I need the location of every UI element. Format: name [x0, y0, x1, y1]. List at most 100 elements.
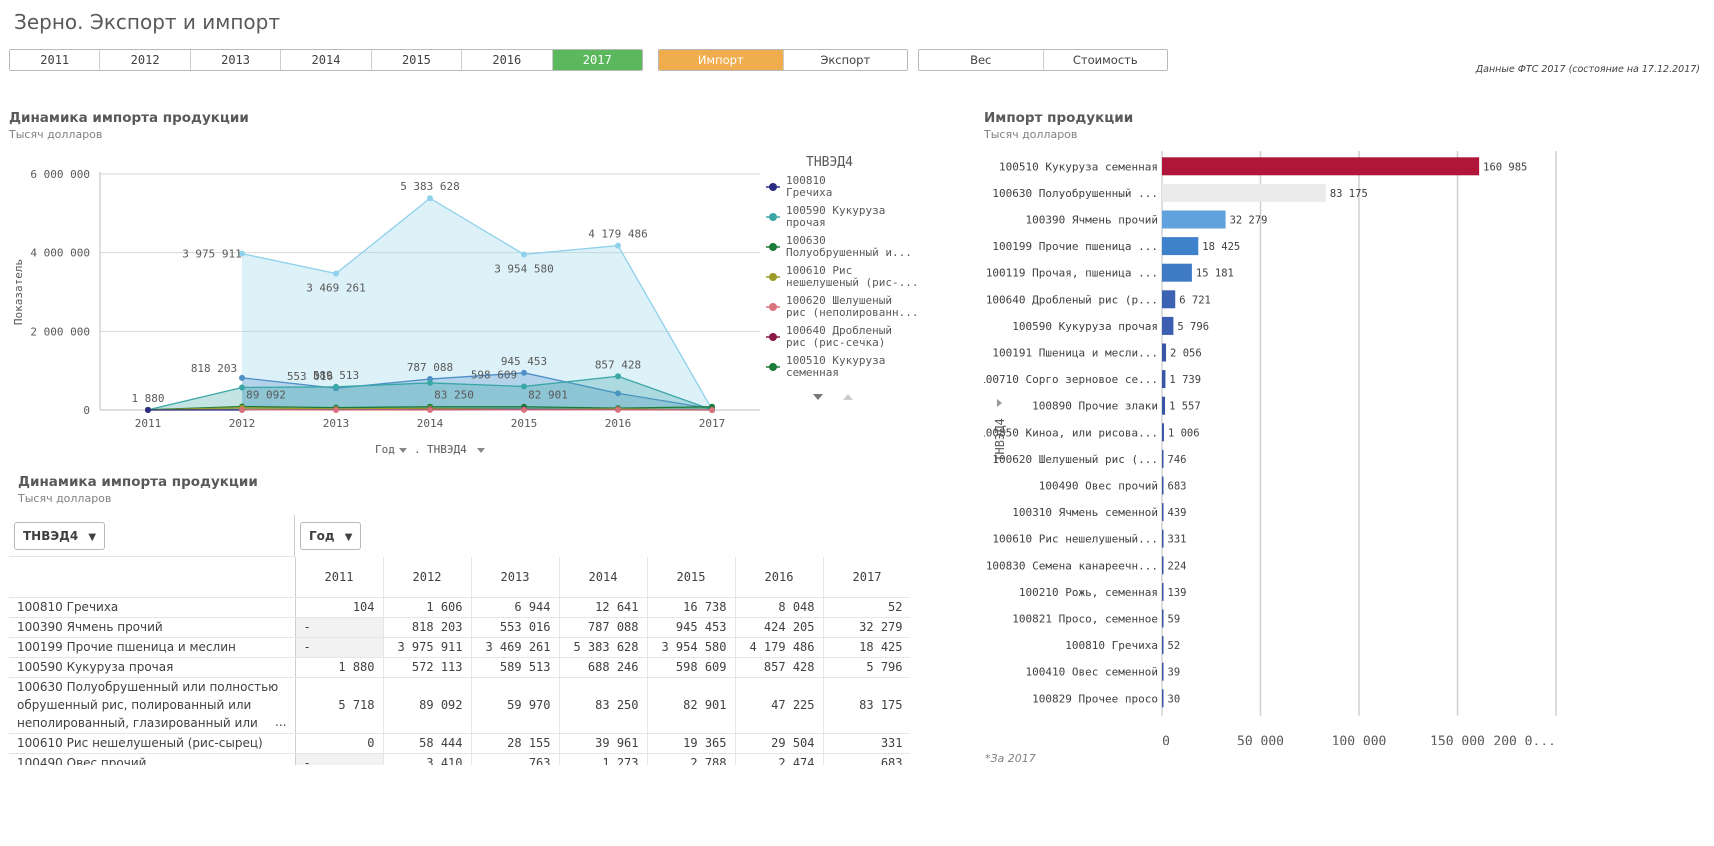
data-point[interactable]: [333, 406, 339, 413]
legend-item-line1[interactable]: 100610 Рис: [786, 264, 852, 277]
legend-item-line2[interactable]: прочая: [786, 216, 826, 229]
bar[interactable]: [1162, 529, 1164, 548]
year-button-5[interactable]: 2016: [462, 50, 553, 70]
bar[interactable]: [1162, 290, 1176, 309]
category-label[interactable]: 100410 Овес семенной: [1026, 666, 1158, 679]
category-label[interactable]: 100119 Прочая, пшеница ...: [986, 267, 1158, 280]
legend-item-line2[interactable]: семенная: [786, 366, 839, 379]
year-button-3[interactable]: 2014: [281, 50, 372, 70]
data-point[interactable]: [239, 406, 245, 413]
bar[interactable]: [1162, 609, 1164, 628]
bar[interactable]: [1162, 316, 1174, 335]
year-button-1[interactable]: 2012: [100, 50, 191, 70]
bar[interactable]: [1162, 636, 1164, 655]
bar[interactable]: [1162, 449, 1164, 468]
table-row[interactable]: 100390 Ячмень прочий -818 203 553 016 787 0…: [9, 617, 910, 638]
row-label[interactable]: 100630 Полуобрушенный или полностью обруш…: [9, 677, 296, 734]
chevron-down-icon[interactable]: [477, 448, 485, 453]
cols-dimension-button[interactable]: Год ▼: [300, 522, 362, 550]
year-button-0[interactable]: 2011: [10, 50, 101, 70]
category-label[interactable]: 100821 Просо, семенное: [1012, 613, 1158, 626]
legend-item-line2[interactable]: Полуобрушенный и...: [786, 246, 912, 259]
row-label[interactable]: 100610 Рис нешелушеный (рис-сырец): [9, 733, 296, 754]
column-header[interactable]: 2015: [647, 557, 736, 598]
category-label[interactable]: 100610 Рис нешелушеный...: [992, 533, 1158, 546]
legend-item-line1[interactable]: 100810: [786, 174, 826, 187]
bar[interactable]: [1162, 237, 1199, 256]
category-label[interactable]: 100890 Прочие злаки: [1032, 400, 1158, 413]
data-point[interactable]: [521, 383, 527, 390]
category-label[interactable]: 100191 Пшеница и месли...: [992, 347, 1158, 360]
column-header[interactable]: 2017: [823, 557, 910, 598]
category-label[interactable]: 100830 Семена канареечн...: [986, 559, 1158, 572]
legend-item-line2[interactable]: рис (рис-сечка): [786, 336, 885, 349]
data-point[interactable]: [427, 195, 433, 202]
data-point[interactable]: [521, 251, 527, 258]
measure-button-1[interactable]: Стоимость: [1043, 50, 1167, 70]
data-point[interactable]: [239, 384, 245, 391]
x-dimension-label[interactable]: Год: [375, 443, 395, 456]
row-label[interactable]: 100390 Ячмень прочий: [9, 617, 296, 638]
table-row[interactable]: 100490 Овес прочий -3 410 763 1 273 2 788 2 4…: [9, 753, 910, 765]
data-point[interactable]: [615, 406, 621, 413]
row-label[interactable]: 100490 Овес прочий: [9, 753, 296, 765]
bar[interactable]: [1162, 263, 1192, 282]
data-point[interactable]: [615, 390, 621, 397]
legend-item-line1[interactable]: 100620 Шелушеный: [786, 294, 892, 307]
bar[interactable]: [1162, 556, 1164, 575]
column-header[interactable]: 2016: [735, 557, 824, 598]
category-label[interactable]: 100640 Дробленый рис (р...: [986, 293, 1158, 306]
data-point[interactable]: [521, 369, 527, 376]
bar[interactable]: [1162, 157, 1480, 176]
table-row[interactable]: 100199 Прочие пшеница и меслин -3 975 911…: [9, 637, 910, 658]
category-label[interactable]: 100490 Овес прочий: [1039, 480, 1158, 493]
year-button-2[interactable]: 2013: [190, 50, 282, 70]
flow-button-1[interactable]: Экспорт: [783, 50, 907, 70]
chevron-right-icon[interactable]: [997, 399, 1002, 407]
data-point[interactable]: [615, 242, 621, 249]
category-label[interactable]: 100310 Ячмень семенной: [1012, 506, 1158, 519]
legend-item-line2[interactable]: рис (неполированн...: [786, 306, 918, 319]
series-dimension-label[interactable]: ТНВЭД4: [427, 443, 467, 456]
category-label[interactable]: 100510 Кукуруза семенная: [999, 160, 1158, 173]
year-button-4[interactable]: 2015: [371, 50, 463, 70]
category-label[interactable]: 100630 Полуобрушенный ...: [992, 187, 1158, 200]
category-label[interactable]: 100810 Гречиха: [1065, 639, 1158, 652]
bar[interactable]: [1162, 343, 1167, 362]
category-label[interactable]: 100710 Сорго зерновое се...: [984, 373, 1158, 386]
category-label[interactable]: 100829 Прочее просо: [1032, 692, 1158, 705]
bar[interactable]: [1162, 210, 1226, 229]
table-row[interactable]: 100590 Кукуруза прочая 1 880 572 113 589 51…: [9, 657, 910, 678]
legend-item-line2[interactable]: нешелушеный (рис-...: [786, 276, 918, 289]
y-axis-label[interactable]: ТНВЭД4: [993, 418, 1007, 461]
table-row[interactable]: 100810 Гречиха 104 1 606 6 944 12 641 16 738 8…: [9, 597, 910, 618]
legend-item-line1[interactable]: 100510 Кукуруза: [786, 354, 885, 367]
category-label[interactable]: 100620 Шелушеный рис (...: [992, 453, 1158, 466]
legend-item-line1[interactable]: 100640 Дробленый: [786, 324, 892, 337]
row-label[interactable]: 100590 Кукуруза прочая: [9, 657, 296, 678]
legend-item-line2[interactable]: Гречиха: [786, 186, 832, 199]
legend-scroll-down-icon[interactable]: [813, 394, 823, 400]
legend-item-line1[interactable]: 100630: [786, 234, 826, 247]
row-label[interactable]: 100199 Прочие пшеница и меслин: [9, 637, 296, 658]
chevron-down-icon[interactable]: [399, 448, 407, 453]
data-point[interactable]: [333, 383, 339, 390]
data-point[interactable]: [427, 406, 433, 413]
bar[interactable]: [1162, 423, 1164, 442]
table-row[interactable]: 100610 Рис нешелушеный (рис-сырец) 0 58 44…: [9, 733, 910, 754]
data-point[interactable]: [427, 379, 433, 386]
year-button-6[interactable]: 2017: [552, 50, 642, 70]
column-header[interactable]: 2014: [559, 557, 648, 598]
category-label[interactable]: 100199 Прочие пшеница ...: [992, 240, 1158, 253]
category-label[interactable]: 100210 Рожь, семенная: [1019, 586, 1158, 599]
bar[interactable]: [1162, 662, 1164, 681]
column-header[interactable]: 2012: [383, 557, 472, 598]
category-label[interactable]: 100850 Киноа, или рисова...: [984, 426, 1158, 439]
rows-dimension-button[interactable]: ТНВЭД4 ▼: [14, 522, 106, 550]
bar[interactable]: [1162, 689, 1164, 708]
data-point[interactable]: [239, 374, 245, 381]
row-label[interactable]: 100810 Гречиха: [9, 597, 296, 618]
bar[interactable]: [1162, 582, 1164, 601]
data-point[interactable]: [615, 373, 621, 380]
area-chart[interactable]: 0 2 000 000 4 000 000 6 000 000 2011 2012 2013…: [0, 150, 930, 470]
